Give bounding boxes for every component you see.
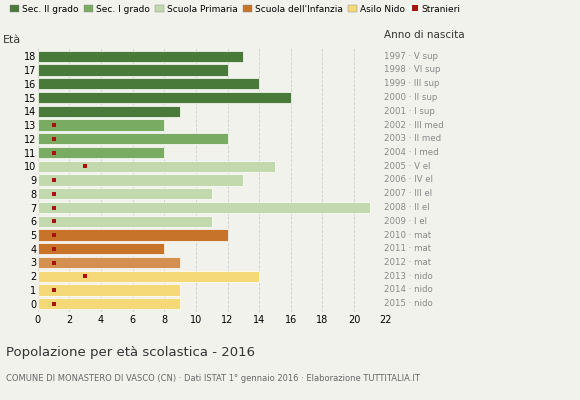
Text: 2007 · III el: 2007 · III el (384, 189, 432, 198)
Bar (38, 229, 227, 241)
Bar (38, 174, 244, 186)
Bar (38, 271, 259, 282)
Legend: Sec. II grado, Sec. I grado, Scuola Primaria, Scuola dell'Infanzia, Asilo Nido, : Sec. II grado, Sec. I grado, Scuola Prim… (10, 4, 461, 14)
Bar (38, 257, 180, 268)
Text: 2002 · III med: 2002 · III med (384, 120, 444, 130)
Text: 2006 · IV el: 2006 · IV el (384, 176, 433, 184)
Bar (38, 133, 227, 144)
Text: 2004 · I med: 2004 · I med (384, 148, 438, 157)
Text: 2013 · nido: 2013 · nido (384, 272, 433, 281)
Bar (38, 243, 164, 254)
Bar (38, 188, 212, 199)
Bar (38, 64, 227, 76)
Bar (38, 161, 275, 172)
Text: 2015 · nido: 2015 · nido (384, 299, 433, 308)
Bar (38, 92, 291, 103)
Text: 2003 · II med: 2003 · II med (384, 134, 441, 143)
Text: 2000 · II sup: 2000 · II sup (384, 93, 437, 102)
Text: Anno di nascita: Anno di nascita (384, 30, 465, 40)
Bar (38, 51, 244, 62)
Text: 2009 · I el: 2009 · I el (384, 217, 427, 226)
Text: 2005 · V el: 2005 · V el (384, 162, 430, 171)
Bar (38, 78, 259, 89)
Text: 1997 · V sup: 1997 · V sup (384, 52, 438, 61)
Text: 2010 · mat: 2010 · mat (384, 230, 431, 240)
Text: 2008 · II el: 2008 · II el (384, 203, 429, 212)
Text: 1998 · VI sup: 1998 · VI sup (384, 66, 440, 74)
Text: 2012 · mat: 2012 · mat (384, 258, 431, 267)
Text: 2014 · nido: 2014 · nido (384, 286, 433, 294)
Text: 2001 · I sup: 2001 · I sup (384, 107, 435, 116)
Text: 1999 · III sup: 1999 · III sup (384, 79, 439, 88)
Bar (38, 216, 212, 227)
Bar (38, 119, 164, 131)
Bar (38, 106, 180, 117)
Text: Età: Età (3, 35, 21, 45)
Bar (38, 202, 370, 213)
Bar (38, 147, 164, 158)
Text: Popolazione per età scolastica - 2016: Popolazione per età scolastica - 2016 (6, 346, 255, 359)
Bar (38, 284, 180, 296)
Text: COMUNE DI MONASTERO DI VASCO (CN) · Dati ISTAT 1° gennaio 2016 · Elaborazione TU: COMUNE DI MONASTERO DI VASCO (CN) · Dati… (6, 374, 420, 383)
Bar (38, 298, 180, 309)
Text: 2011 · mat: 2011 · mat (384, 244, 431, 253)
